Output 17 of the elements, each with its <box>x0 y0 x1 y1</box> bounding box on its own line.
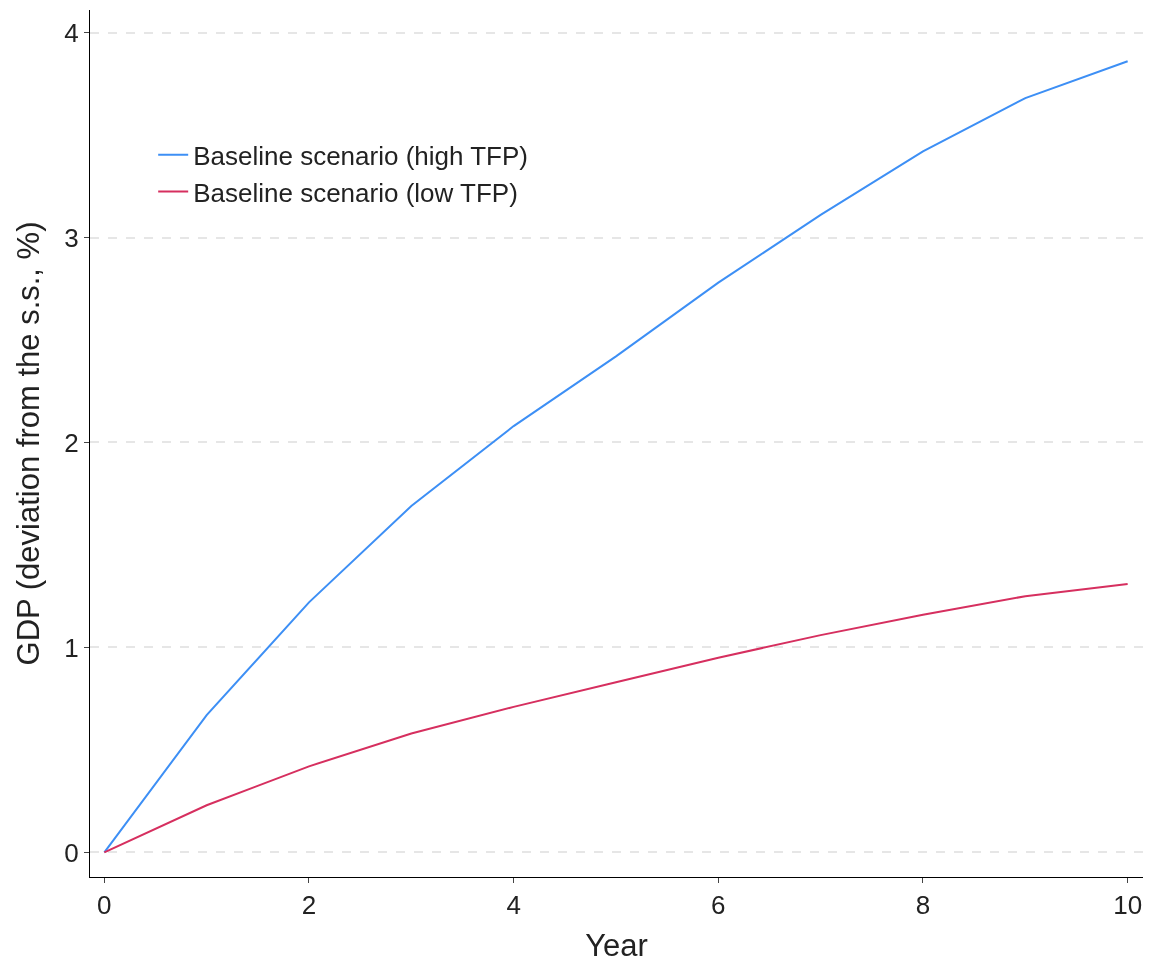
x-tick-label: 2 <box>301 890 317 921</box>
y-tick-label: 3 <box>64 222 79 253</box>
line-series <box>103 582 1129 854</box>
x-tick-label: 6 <box>711 890 726 921</box>
x-tick-label: 8 <box>915 890 931 921</box>
y-tick-label: 1 <box>64 632 79 663</box>
x-tick-label: 0 <box>97 890 112 921</box>
legend-label: Baseline scenario (low TFP) <box>193 177 518 208</box>
y-tick-label: 4 <box>64 17 79 48</box>
y-tick-label: 0 <box>64 837 79 868</box>
line-series <box>103 60 1129 854</box>
x-axis-title: Year <box>585 928 648 964</box>
x-tick-label: 10 <box>1113 890 1143 921</box>
y-axis-title: GDP (deviation from the s.s., %) <box>10 221 46 666</box>
x-tick-label: 4 <box>506 890 521 921</box>
legend-label: Baseline scenario (high TFP) <box>193 140 528 171</box>
y-tick-label: 2 <box>64 427 79 458</box>
